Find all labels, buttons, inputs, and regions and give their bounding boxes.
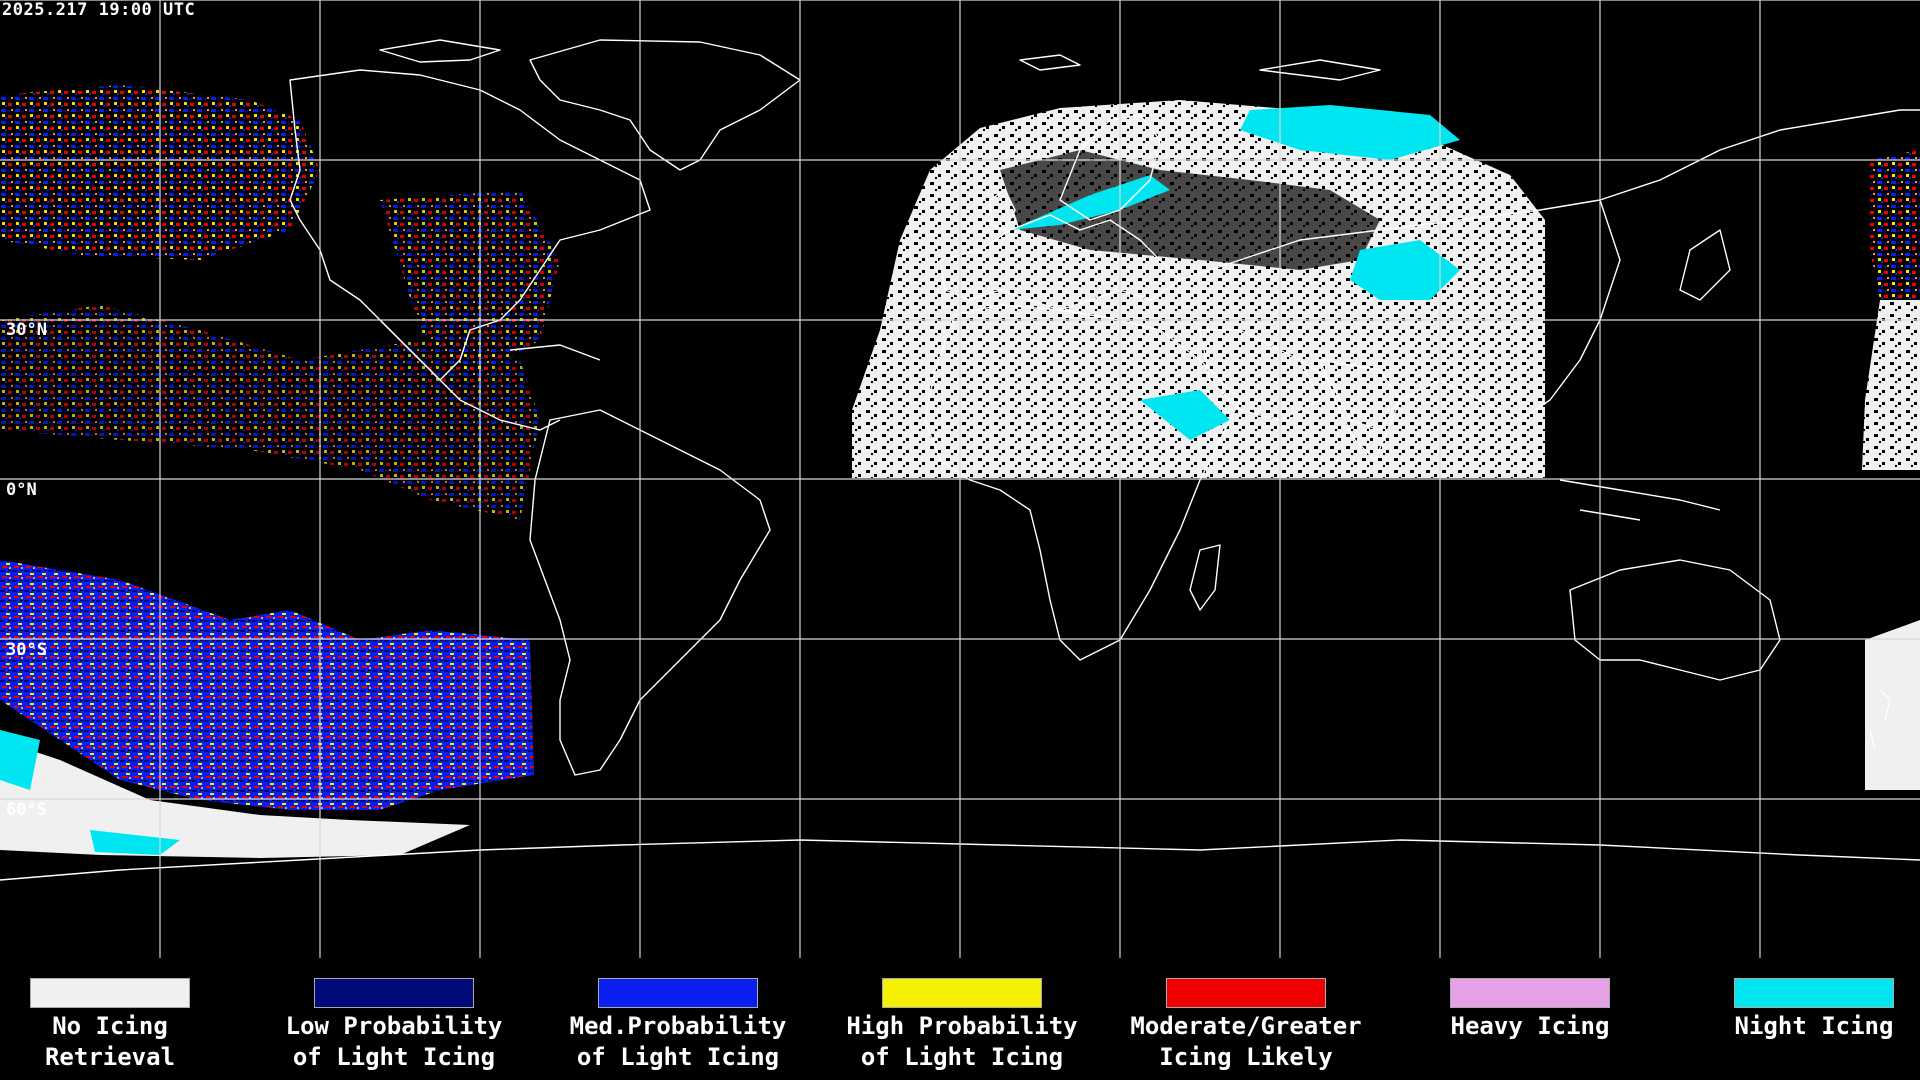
legend-item-high-probability: High Probability of Light Icing — [820, 978, 1104, 1073]
antarctica-outline — [0, 839, 1920, 881]
legend-swatch-med-probability — [598, 978, 758, 1008]
north-america-outline — [289, 69, 651, 381]
legend-label-high-probability: High Probability of Light Icing — [846, 1012, 1078, 1071]
legend-label-heavy-icing: Heavy Icing — [1450, 1012, 1610, 1040]
greenland-outline — [529, 39, 801, 171]
lat-label-60s: 60°S — [6, 800, 47, 820]
legend-swatch-high-probability — [882, 978, 1042, 1008]
east-edge-no-icing — [1862, 300, 1920, 470]
new-zealand-outline — [1869, 689, 1891, 751]
meteosat-night-icing — [1010, 175, 1170, 230]
legend-label-night-icing: Night Icing — [1734, 1012, 1894, 1040]
india-outline — [1319, 359, 1401, 461]
timestamp-label: 2025.217 19:00 UTC — [2, 0, 196, 20]
arabia-outline — [1199, 329, 1321, 421]
indonesia-outline — [1559, 479, 1721, 521]
madagascar-outline — [1189, 544, 1221, 611]
legend-label-moderate-greater: Moderate/Greater Icing Likely — [1130, 1012, 1362, 1071]
legend-label-med-probability: Med.Probability of Light Icing — [569, 1012, 787, 1071]
east-edge-south-no-icing — [1865, 620, 1920, 790]
south-pacific-night-icing — [0, 730, 40, 790]
legend-label-no-icing: No Icing Retrieval — [44, 1012, 176, 1071]
legend-swatch-heavy-icing — [1450, 978, 1610, 1008]
legend-item-night-icing: Night Icing — [1672, 978, 1920, 1042]
meteosat-night-icing-4 — [1140, 390, 1230, 440]
satellite-data-layer — [0, 85, 1920, 858]
arctic-islands-outline — [379, 39, 1381, 81]
meteosat-north-black-cut — [1000, 150, 1380, 270]
legend-item-low-probability: Low Probability of Light Icing — [252, 978, 536, 1073]
legend-swatch-low-probability — [314, 978, 474, 1008]
legend-swatch-no-icing — [30, 978, 190, 1008]
europe-outline — [939, 214, 1181, 311]
legend-swatch-night-icing — [1734, 978, 1894, 1008]
world-map — [0, 0, 1920, 958]
legend-item-no-icing: No Icing Retrieval — [0, 978, 252, 1073]
pacific-tropics-icing-swath — [0, 305, 540, 520]
scandinavia-outline — [1059, 114, 1161, 221]
meteosat-night-icing-3 — [1350, 240, 1460, 300]
south-pacific-icing-swath — [0, 560, 534, 810]
south-america-outline — [529, 409, 771, 776]
japan-outline — [1679, 229, 1731, 301]
legend-item-med-probability: Med.Probability of Light Icing — [536, 978, 820, 1073]
south-pacific-night-icing-2 — [90, 830, 180, 855]
legend-item-heavy-icing: Heavy Icing — [1388, 978, 1672, 1042]
lat-label-30n: 30°N — [6, 320, 47, 340]
lat-label-30s: 30°S — [6, 640, 47, 660]
caribbean-outline — [509, 344, 601, 361]
meteosat-night-icing-2 — [1240, 105, 1460, 160]
gulf-caribbean-icing-swath — [380, 190, 560, 380]
australia-outline — [1569, 559, 1781, 681]
legend: No Icing Retrieval Low Probability of Li… — [0, 958, 1920, 1080]
legend-label-low-probability: Low Probability of Light Icing — [285, 1012, 503, 1071]
lat-label-0n: 0°N — [6, 480, 37, 500]
east-edge-icing-swath — [1870, 150, 1920, 300]
south-pacific-no-icing-band — [0, 740, 470, 858]
legend-swatch-moderate-greater — [1166, 978, 1326, 1008]
graticule — [0, 0, 1920, 958]
legend-item-moderate-greater: Moderate/Greater Icing Likely — [1104, 978, 1388, 1073]
british-isles-outline — [989, 189, 1016, 231]
